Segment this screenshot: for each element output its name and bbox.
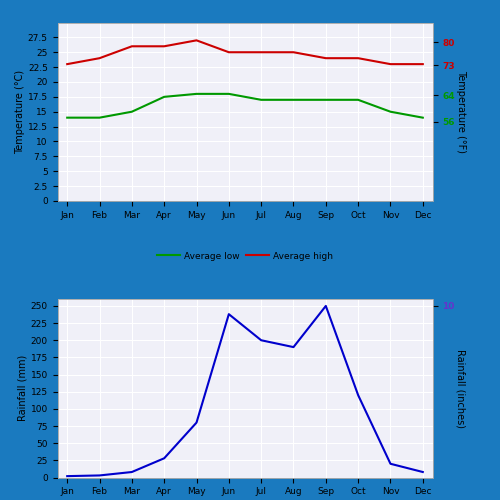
Legend: Average low, Average high: Average low, Average high (154, 248, 336, 264)
Y-axis label: Rainfall (inches): Rainfall (inches) (456, 349, 466, 428)
Y-axis label: Rainfall (mm): Rainfall (mm) (18, 355, 28, 422)
Y-axis label: Temperature (°C): Temperature (°C) (15, 70, 25, 154)
Y-axis label: Temperature (°F): Temperature (°F) (456, 70, 466, 153)
